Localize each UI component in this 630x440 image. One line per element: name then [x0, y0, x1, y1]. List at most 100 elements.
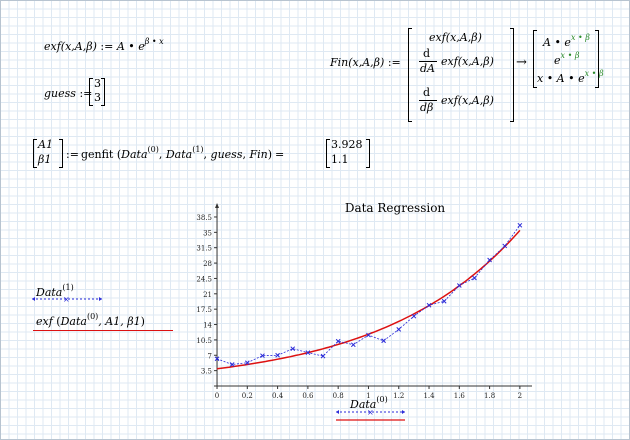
data-point	[320, 353, 326, 359]
data-point-stroke	[411, 313, 417, 319]
fin-row3-fn: exf(x,A,β)	[441, 94, 494, 107]
x-axis-label-text: Data	[349, 398, 376, 411]
genfit-arg-guess: guess	[210, 148, 243, 161]
x-tick-label: 0.4	[272, 392, 284, 400]
data-point-stroke	[275, 352, 280, 358]
fin-row2-fraction-line	[419, 61, 437, 62]
genfit-result-a1: 3.928	[331, 138, 363, 151]
data-point-stroke	[290, 346, 296, 352]
paren-close: )	[140, 315, 145, 328]
data-point-stroke	[335, 338, 341, 344]
genfit-lhs-bracket-left	[33, 139, 37, 168]
genfit-arg-data1: Data	[165, 148, 193, 161]
fit-curve-series	[216, 229, 521, 370]
y-tick-label: 31.5	[196, 245, 212, 253]
fin-row1: exf(x,A,β)	[429, 31, 482, 44]
legend-series2-label[interactable]: exf (Data(0), A1, β1)	[36, 312, 145, 328]
data-point-stroke	[229, 362, 235, 367]
assign-operator: :=	[387, 56, 401, 69]
x-tick-label: 0.6	[302, 392, 314, 400]
data-point	[472, 275, 477, 281]
x-tick-label: 0.8	[333, 392, 344, 400]
data-point-stroke	[305, 350, 311, 355]
data-point-stroke	[214, 356, 220, 362]
y-tick-label: 21	[203, 291, 212, 299]
assign-operator: :=	[66, 148, 79, 161]
genfit-lhs-b1: β1	[38, 153, 52, 166]
y-tick-label: 3.5	[201, 368, 212, 376]
fin-row2-den: dA	[420, 62, 435, 75]
data-point	[426, 302, 432, 308]
y-axis-arrow	[215, 203, 220, 208]
x-axis-label: Data(0)	[349, 395, 388, 411]
x-tick-label: 1.8	[484, 392, 495, 400]
data-point-stroke	[350, 342, 356, 348]
data-point	[456, 283, 462, 288]
data-point-stroke	[502, 243, 508, 249]
x-tick-label: 0.2	[242, 392, 253, 400]
fin-definition[interactable]: Fin(x,A,β) :=	[330, 56, 401, 69]
guess-bracket-right	[101, 78, 105, 106]
fin-result-row2-exp: x • β	[560, 51, 580, 60]
genfit-arg-data0-sup: (0)	[147, 145, 159, 154]
data-point	[411, 313, 417, 319]
fin-row3-fraction-line	[419, 100, 437, 101]
data-point	[214, 356, 220, 362]
data-point	[350, 342, 356, 348]
x-tick-label: 1.2	[393, 392, 404, 400]
fin-matrix-bracket-right	[510, 28, 514, 122]
data-point	[366, 332, 371, 338]
genfit-expression[interactable]: := genfit (Data(0), Data(1), guess, Fin) =	[66, 145, 284, 161]
fin-row3-den: dβ	[420, 101, 434, 114]
genfit-result-bracket-right	[366, 139, 370, 168]
fin-matrix-bracket-left	[408, 28, 412, 122]
fin-result-row3-exp: x • β	[584, 69, 604, 78]
fin-row2-d: d	[423, 47, 431, 60]
data-point-stroke	[366, 332, 371, 338]
data-point-stroke	[487, 257, 492, 263]
exf-definition[interactable]: exf(x,A,β) := A • eβ • x	[44, 37, 164, 53]
y-tick-label: 35	[203, 229, 212, 237]
fit-curve-line	[216, 229, 521, 370]
comma: ,	[242, 148, 250, 161]
guess-name: guess	[44, 87, 76, 100]
fin-row2-fn: exf(x,A,β)	[441, 55, 494, 68]
data-point	[229, 362, 235, 367]
fin-result-row2-base: e	[554, 54, 561, 67]
fin-result-row3-base: x • A • e	[537, 72, 585, 85]
data-point-stroke	[320, 353, 326, 359]
fin-lhs: Fin(x,A,β)	[330, 56, 385, 69]
legend-series1-marker: ×	[32, 295, 102, 304]
legend-series2-line	[33, 330, 173, 331]
fin-result-row1: A • ex • β	[543, 33, 590, 49]
legend-series2-args-rest: , A1, β1	[98, 315, 141, 328]
data-point	[502, 243, 508, 249]
data-point	[335, 338, 341, 344]
genfit-function: genfit	[80, 148, 114, 161]
fin-result-bracket-right	[595, 30, 599, 88]
y-tick-label: 38.5	[196, 214, 212, 222]
guess-value-2: 3	[94, 91, 101, 104]
x-tick-label: 1.6	[454, 392, 466, 400]
data-point-stroke	[381, 338, 386, 344]
genfit-arg-data1-sup: (1)	[192, 145, 204, 154]
data-point-stroke	[426, 302, 432, 308]
guess-label[interactable]: guess :=	[44, 87, 92, 100]
data-point	[441, 298, 447, 304]
genfit-arg-fin: Fin	[249, 148, 268, 161]
data-point	[244, 360, 250, 366]
x-axis-label-sup: (0)	[376, 395, 387, 404]
exf-exponent: β • x	[144, 37, 164, 46]
data-point-stroke	[396, 327, 402, 332]
genfit-lhs-bracket-right	[59, 139, 63, 168]
y-tick-label: 17.5	[196, 306, 212, 314]
exf-rhs: A • e	[116, 40, 145, 53]
regression-chart[interactable]: Data Regression 3.5710.51417.52124.52831…	[190, 196, 540, 432]
data-point	[517, 222, 523, 228]
legend-series1-label[interactable]: Data(1)	[36, 283, 74, 299]
x-axis-expression-markers: ×	[336, 408, 405, 421]
genfit-lhs-a1: A1	[38, 138, 53, 151]
x-tick-label: 0	[215, 392, 219, 400]
chart-title: Data Regression	[345, 201, 446, 215]
fin-row3-d: d	[423, 86, 431, 99]
